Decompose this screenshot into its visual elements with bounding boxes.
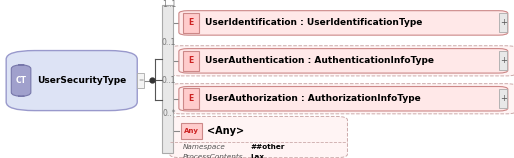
- Bar: [183, 13, 199, 33]
- Text: ProcessContents: ProcessContents: [183, 154, 244, 158]
- FancyBboxPatch shape: [170, 84, 514, 114]
- FancyBboxPatch shape: [179, 49, 508, 73]
- Text: UserIdentification : UserIdentificationType: UserIdentification : UserIdentificationT…: [205, 18, 422, 27]
- Text: ##other: ##other: [251, 144, 285, 150]
- Text: E: E: [189, 18, 194, 27]
- Text: 0..1: 0..1: [162, 76, 176, 85]
- Bar: [181, 123, 202, 139]
- FancyBboxPatch shape: [179, 11, 508, 35]
- Text: UserSecurityType: UserSecurityType: [38, 76, 127, 85]
- Text: Any: Any: [184, 128, 199, 134]
- Text: 1..1: 1..1: [162, 0, 176, 9]
- FancyBboxPatch shape: [170, 46, 514, 76]
- Text: UserAuthentication : AuthenticationInfoType: UserAuthentication : AuthenticationInfoT…: [205, 56, 434, 65]
- Bar: [137, 73, 144, 88]
- FancyBboxPatch shape: [6, 51, 137, 111]
- Text: UserAuthorization : AuthorizationInfoType: UserAuthorization : AuthorizationInfoTyp…: [205, 94, 420, 103]
- Text: 0..*: 0..*: [163, 109, 176, 118]
- Bar: [183, 51, 199, 71]
- Text: Lax: Lax: [251, 154, 265, 158]
- Bar: [499, 51, 507, 70]
- Text: <Any>: <Any>: [207, 126, 244, 136]
- Bar: [499, 13, 507, 32]
- Bar: [183, 88, 199, 109]
- Text: =: =: [138, 78, 143, 83]
- Text: +: +: [500, 18, 507, 27]
- Text: 0..1: 0..1: [162, 38, 176, 47]
- FancyBboxPatch shape: [179, 87, 508, 111]
- Bar: [162, 5, 173, 153]
- FancyBboxPatch shape: [170, 116, 347, 158]
- Text: CT: CT: [15, 76, 27, 85]
- FancyBboxPatch shape: [11, 65, 31, 96]
- Text: E: E: [189, 56, 194, 65]
- Text: +: +: [500, 56, 507, 65]
- Bar: [499, 89, 507, 108]
- Text: +: +: [500, 94, 507, 103]
- Text: Namespace: Namespace: [183, 144, 226, 150]
- Text: E: E: [189, 94, 194, 103]
